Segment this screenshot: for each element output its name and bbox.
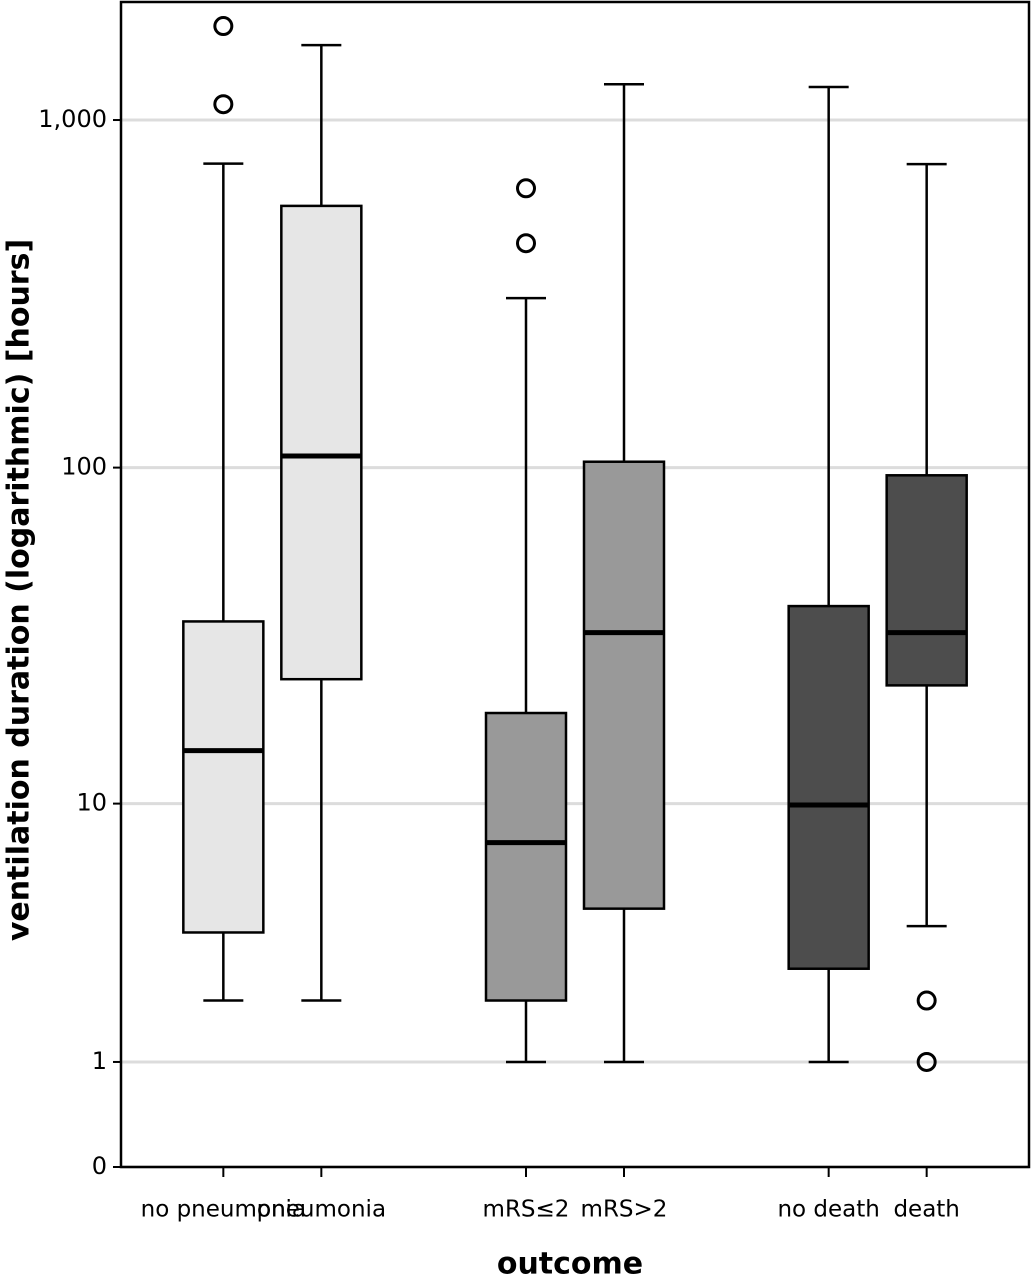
- box: [885, 474, 968, 687]
- outlier: [516, 178, 536, 199]
- x-axis-label: outcome: [497, 1247, 643, 1281]
- x-tick-label: mRS>2: [581, 1197, 668, 1223]
- outlier: [916, 990, 937, 1011]
- y-tick-label: 10: [76, 789, 107, 817]
- box: [280, 204, 363, 681]
- plot-frame: [119, 0, 1031, 1169]
- outlier: [916, 1051, 937, 1072]
- x-tick-label: death: [893, 1197, 959, 1223]
- outlier: [213, 94, 234, 115]
- box: [787, 604, 870, 970]
- y-tick-label: 100: [61, 453, 107, 481]
- y-tick-label: 1,000: [38, 105, 107, 133]
- plot-area: [121, 2, 1029, 1167]
- y-tick-label: 1: [92, 1047, 107, 1075]
- x-tick-label: no pneumonia: [141, 1197, 306, 1223]
- x-tick-label: pneumonia: [257, 1197, 386, 1223]
- y-tick-label: 0: [92, 1152, 107, 1180]
- box: [582, 460, 666, 910]
- y-axis-label: ventilation duration (logarithmic) [hour…: [2, 239, 37, 941]
- outlier: [213, 16, 234, 37]
- x-tick-label: mRS≤2: [483, 1197, 570, 1223]
- box: [182, 620, 265, 934]
- box: [484, 711, 568, 1002]
- outlier: [516, 233, 536, 254]
- x-tick-label: no death: [777, 1197, 879, 1223]
